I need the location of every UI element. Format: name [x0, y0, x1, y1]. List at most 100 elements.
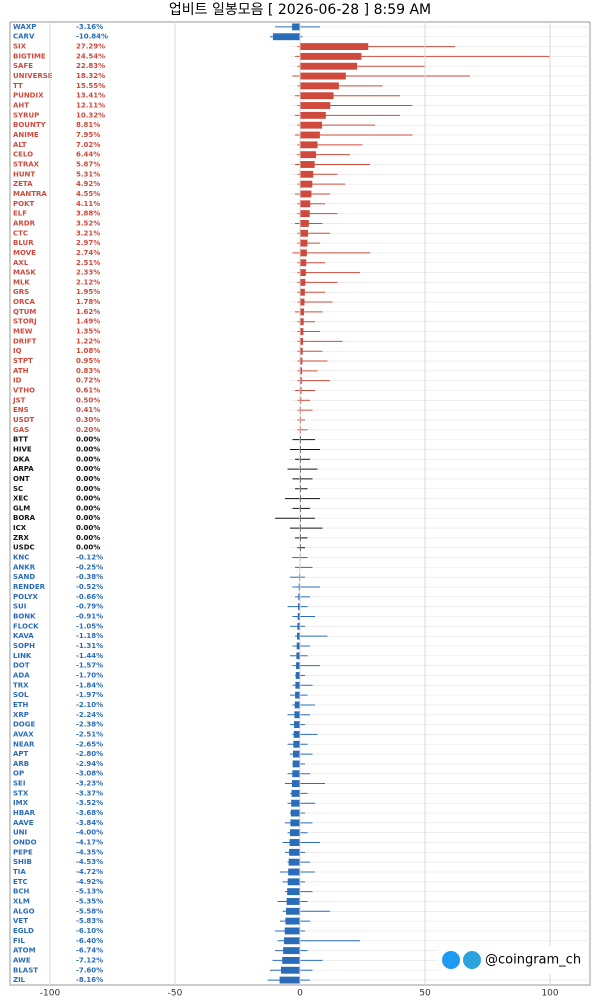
coin-name: KNC — [13, 554, 29, 562]
coin-name: UNIVERSE — [13, 72, 53, 80]
coin-name: HBAR — [13, 809, 36, 817]
change-label: 2.33% — [76, 269, 100, 277]
coin-name: AWE — [13, 956, 31, 964]
coin-name: ICX — [13, 524, 27, 532]
body — [300, 220, 309, 227]
change-label: 8.81% — [76, 121, 100, 129]
change-label: 0.00% — [76, 485, 100, 493]
body — [296, 642, 300, 650]
coin-name: WAXP — [13, 23, 36, 31]
change-label: 0.83% — [76, 367, 100, 375]
change-label: 7.02% — [76, 141, 100, 149]
body — [284, 927, 300, 935]
coin-name: FLOCK — [13, 622, 39, 630]
change-label: -1.57% — [76, 662, 103, 670]
coin-name: MLK — [13, 278, 30, 286]
coin-name: STRAX — [13, 160, 40, 168]
coin-name: AHT — [13, 102, 29, 110]
change-label: -1.70% — [76, 671, 103, 679]
change-label: -0.91% — [76, 613, 103, 621]
change-label: -6.10% — [76, 927, 103, 935]
coin-name: ETH — [13, 701, 29, 709]
coin-name: ENS — [13, 406, 29, 414]
body — [300, 278, 306, 286]
change-label: 1.78% — [76, 298, 100, 306]
coin-name: VTHO — [13, 386, 35, 394]
change-label: 3.21% — [76, 229, 100, 237]
change-label: -4.53% — [76, 858, 103, 866]
coin-name: GLM — [13, 504, 30, 512]
coin-name: HUNT — [13, 170, 35, 178]
change-label: -1.05% — [76, 622, 103, 630]
body — [300, 406, 302, 414]
body — [294, 711, 300, 719]
change-label: -3.68% — [76, 809, 103, 817]
body — [292, 770, 300, 778]
body — [298, 593, 300, 601]
coin-name: STORJ — [13, 318, 37, 326]
coin-name: ALGO — [13, 907, 35, 915]
change-label: 4.55% — [76, 190, 100, 198]
body — [288, 868, 300, 876]
change-label: 2.12% — [76, 278, 100, 286]
coin-name: NEAR — [13, 740, 35, 748]
change-label: -3.08% — [76, 770, 103, 778]
change-label: 0.00% — [76, 495, 100, 503]
change-label: 2.97% — [76, 239, 100, 247]
change-label: -3.16% — [76, 23, 103, 31]
coin-name: KAVA — [13, 632, 34, 640]
body — [300, 387, 302, 394]
body — [290, 809, 300, 817]
body — [300, 72, 346, 80]
change-label: -1.44% — [76, 652, 103, 660]
coin-name: MANTRA — [13, 190, 47, 198]
coin-name: ATOM — [13, 947, 36, 955]
change-label: 18.32% — [76, 72, 105, 80]
change-label: 1.62% — [76, 308, 100, 316]
coin-name: ADA — [13, 671, 30, 679]
x-tick-label: 50 — [419, 989, 431, 999]
change-label: -2.94% — [76, 760, 103, 768]
change-label: 3.88% — [76, 210, 100, 218]
coin-name: SHIB — [13, 858, 32, 866]
rows: WAXP -3.16% CARV -10.84% SIX 27.29% BIGTIME 24.… — [12, 23, 590, 984]
body — [300, 190, 312, 198]
coin-name: AVAX — [13, 730, 34, 738]
body — [300, 298, 305, 306]
coin-name: XRP — [13, 711, 29, 719]
change-label: 0.61% — [76, 386, 100, 394]
body — [300, 200, 311, 208]
body — [272, 33, 300, 41]
change-label: 1.49% — [76, 318, 100, 326]
change-label: -2.10% — [76, 701, 103, 709]
change-label: 27.29% — [76, 43, 105, 51]
coin-name: ARPA — [13, 465, 34, 473]
change-label: 0.20% — [76, 426, 100, 434]
coin-name: DOT — [13, 662, 30, 670]
change-label: 0.00% — [76, 445, 100, 453]
coin-name: CTC — [13, 229, 28, 237]
change-label: -4.92% — [76, 878, 103, 886]
coin-name: SUI — [13, 603, 26, 611]
coin-name: POLYX — [13, 593, 39, 601]
change-label: 0.00% — [76, 455, 100, 463]
coin-name: SEI — [13, 780, 25, 788]
body — [287, 888, 300, 896]
coin-name: CELO — [13, 151, 33, 159]
body — [291, 780, 300, 787]
coin-name: DKA — [13, 455, 30, 463]
coin-name: USDC — [13, 544, 35, 552]
change-label: 2.74% — [76, 249, 100, 257]
body — [293, 740, 300, 748]
body — [300, 210, 310, 218]
body — [296, 652, 300, 660]
body — [300, 161, 315, 168]
body — [284, 937, 300, 945]
body — [291, 799, 300, 807]
change-label: -10.84% — [76, 33, 108, 41]
body — [281, 966, 300, 974]
change-label: -0.12% — [76, 554, 103, 562]
body — [300, 141, 318, 149]
body — [286, 898, 300, 905]
coin-name: ALT — [13, 141, 27, 149]
